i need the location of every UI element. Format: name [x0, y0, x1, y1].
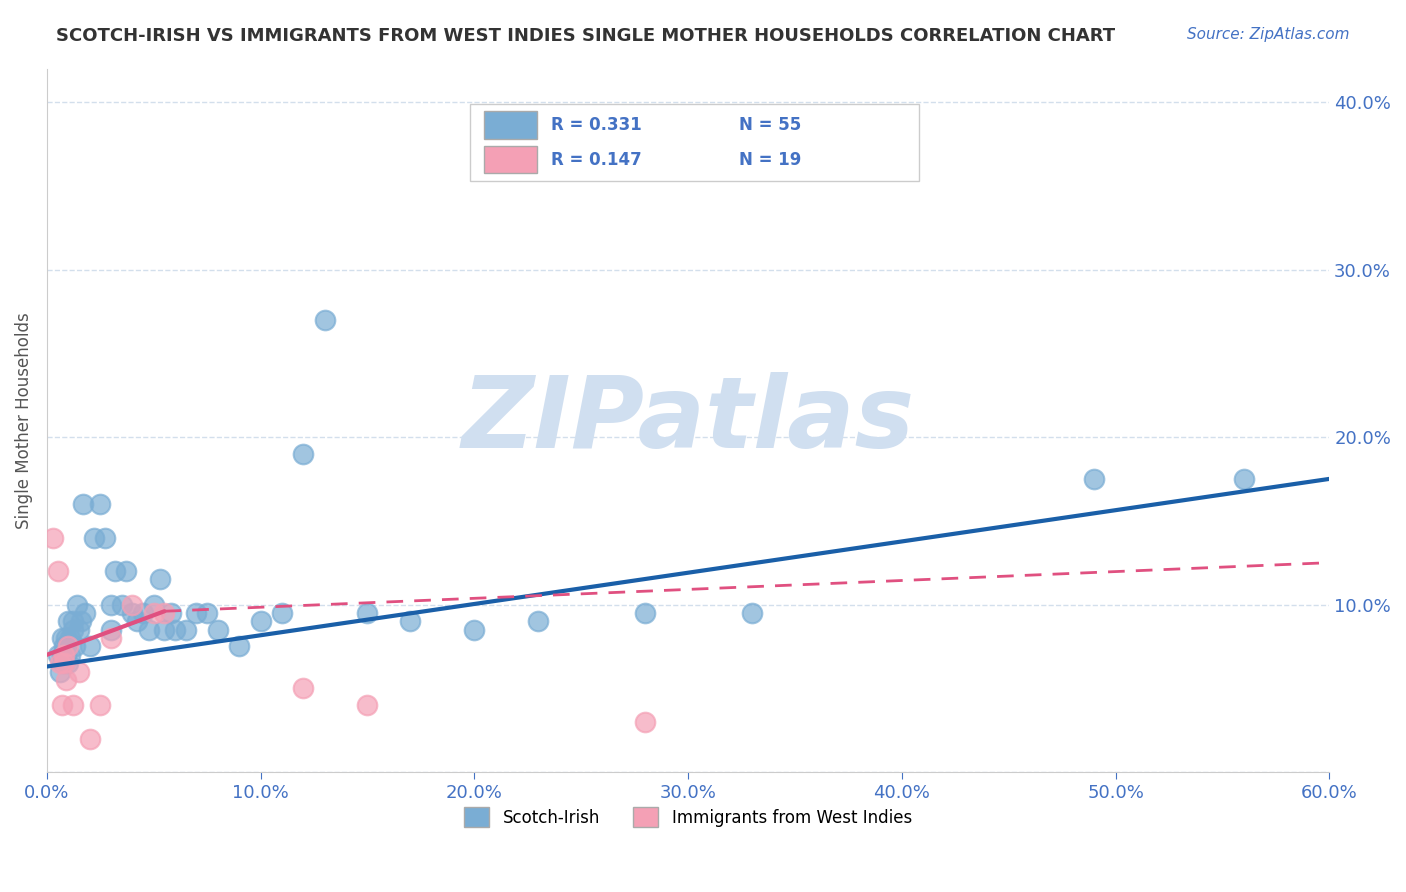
- Point: [55, 648, 77, 662]
- Point: [53, 656, 76, 670]
- Point: [228, 640, 250, 654]
- Point: [100, 631, 122, 645]
- Point: [160, 606, 183, 620]
- Point: [79, 640, 101, 654]
- Point: [121, 598, 143, 612]
- Point: [46, 648, 69, 662]
- Point: [121, 606, 143, 620]
- Point: [356, 698, 378, 712]
- Y-axis label: Single Mother Households: Single Mother Households: [15, 312, 32, 529]
- Point: [271, 606, 294, 620]
- Point: [59, 648, 82, 662]
- Point: [79, 731, 101, 746]
- Point: [1233, 472, 1256, 486]
- Legend: Scotch-Irish, Immigrants from West Indies: Scotch-Irish, Immigrants from West Indie…: [457, 800, 918, 834]
- Point: [72, 497, 94, 511]
- Point: [55, 673, 77, 687]
- Point: [62, 615, 84, 629]
- Point: [58, 640, 80, 654]
- Point: [70, 615, 93, 629]
- Point: [527, 615, 550, 629]
- Point: [42, 531, 65, 545]
- Point: [89, 497, 111, 511]
- Point: [58, 656, 80, 670]
- Point: [67, 623, 90, 637]
- Point: [53, 648, 76, 662]
- Point: [67, 665, 90, 679]
- Point: [93, 531, 115, 545]
- Point: [195, 606, 218, 620]
- Point: [53, 656, 76, 670]
- Point: [58, 615, 80, 629]
- Point: [55, 631, 77, 645]
- Point: [100, 623, 122, 637]
- Point: [48, 665, 70, 679]
- Point: [741, 606, 763, 620]
- Point: [292, 447, 315, 461]
- Point: [314, 312, 336, 326]
- Point: [104, 564, 127, 578]
- Text: ZIPatlas: ZIPatlas: [461, 372, 915, 469]
- Point: [634, 714, 657, 729]
- Point: [249, 615, 271, 629]
- Point: [59, 631, 82, 645]
- Point: [138, 623, 160, 637]
- Point: [634, 606, 657, 620]
- Point: [63, 640, 86, 654]
- Point: [83, 531, 105, 545]
- Point: [207, 623, 229, 637]
- Point: [132, 606, 155, 620]
- Point: [62, 623, 84, 637]
- Point: [115, 564, 138, 578]
- Point: [111, 598, 134, 612]
- Point: [165, 623, 187, 637]
- Point: [292, 681, 315, 696]
- Point: [399, 615, 422, 629]
- Point: [463, 623, 485, 637]
- Point: [66, 598, 89, 612]
- Point: [142, 598, 165, 612]
- Point: [125, 615, 148, 629]
- Point: [186, 606, 208, 620]
- Text: Source: ZipAtlas.com: Source: ZipAtlas.com: [1187, 27, 1350, 42]
- Point: [46, 564, 69, 578]
- Point: [51, 698, 73, 712]
- Point: [1083, 472, 1105, 486]
- Point: [89, 698, 111, 712]
- Text: SCOTCH-IRISH VS IMMIGRANTS FROM WEST INDIES SINGLE MOTHER HOUSEHOLDS CORRELATION: SCOTCH-IRISH VS IMMIGRANTS FROM WEST IND…: [56, 27, 1115, 45]
- Point: [75, 606, 97, 620]
- Point: [356, 606, 378, 620]
- Point: [62, 698, 84, 712]
- Point: [153, 606, 176, 620]
- Point: [100, 598, 122, 612]
- Point: [51, 648, 73, 662]
- Point: [53, 640, 76, 654]
- Point: [48, 656, 70, 670]
- Point: [51, 631, 73, 645]
- Point: [153, 623, 176, 637]
- Point: [149, 573, 172, 587]
- Point: [174, 623, 197, 637]
- Point: [142, 606, 165, 620]
